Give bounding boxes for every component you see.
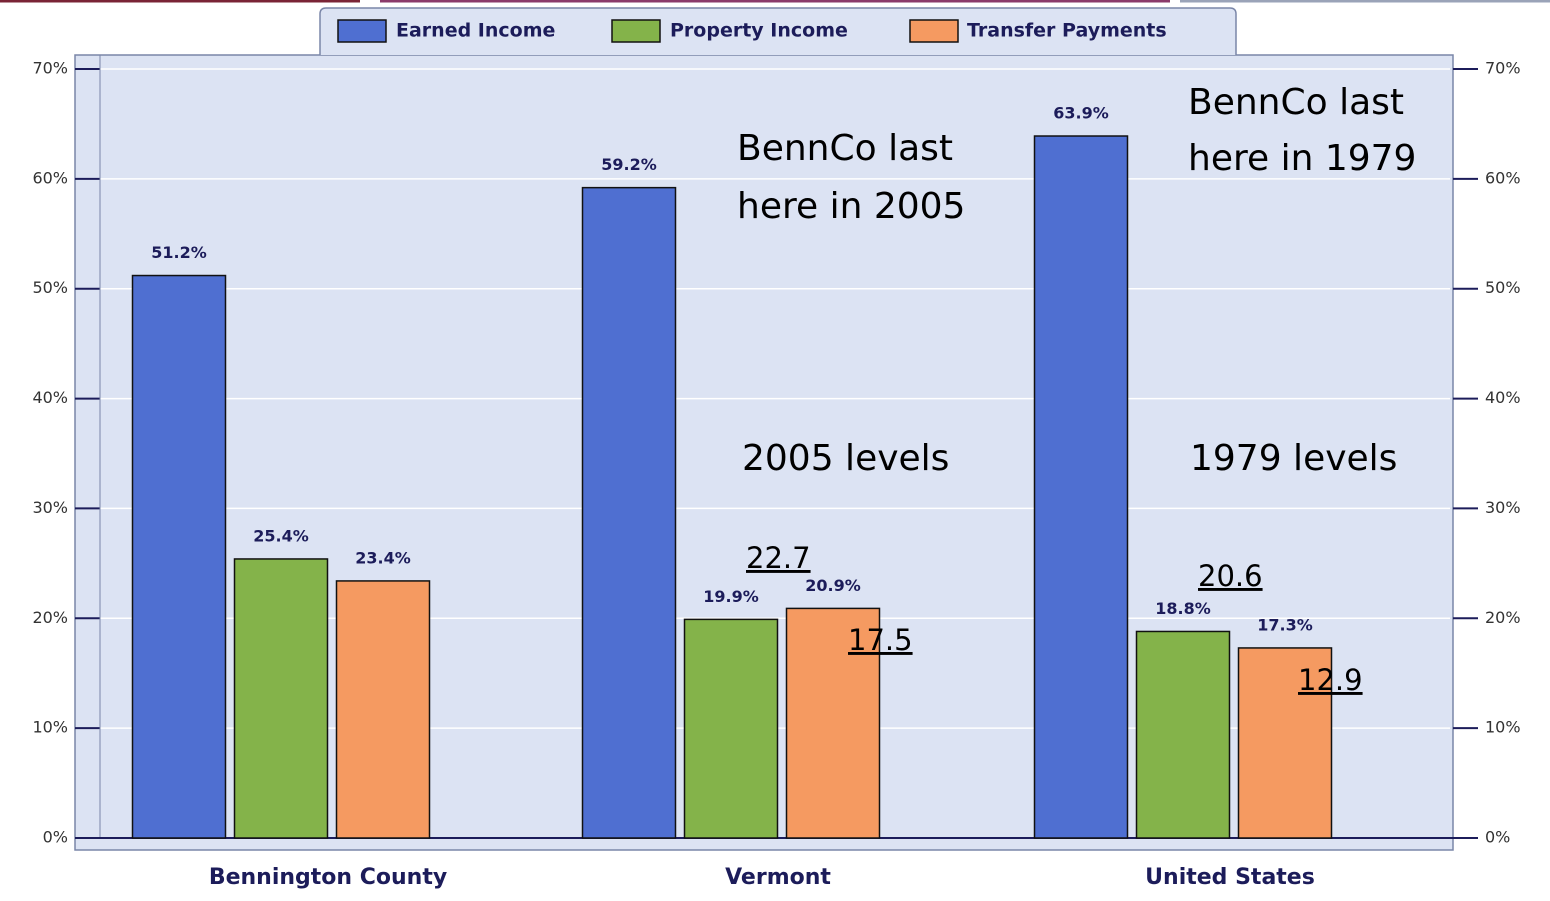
bar [1237,647,1333,839]
value-label: 20.9% [805,576,861,595]
annotation: 12.9 [1298,663,1363,697]
plot: 0% 10% 20% 30% 40% 50% 60% 70% 0% 10% 20% 30% 40% 50%… [32,19,1521,890]
bar [1135,630,1231,839]
annotation: here in 1979 [1188,138,1416,179]
y2-tick-label: 60% [1485,168,1521,187]
y2-tick-label: 40% [1485,388,1521,407]
y2-tick-label: 70% [1485,59,1521,78]
y-tick-label: 20% [32,608,68,627]
legend-label: Transfer Payments [967,20,1167,42]
value-label: 17.3% [1257,615,1313,634]
bar [1033,135,1129,839]
y2-tick-label: 10% [1485,718,1521,737]
y2-tick-label: 50% [1485,278,1521,297]
annotation: BennCo last [1188,82,1404,123]
value-label: 63.9% [1053,104,1109,123]
value-label: 19.9% [703,587,759,606]
annotation: 1979 levels [1190,438,1397,479]
value-label: 51.2% [151,243,207,262]
y-tick-label: 70% [32,59,68,78]
y2-tick-label: 30% [1485,498,1521,517]
annotation: 17.5 [848,623,913,657]
legend-swatch [909,19,959,43]
value-label: 18.8% [1155,599,1211,618]
y-tick-label: 10% [32,718,68,737]
annotation: 22.7 [746,541,811,575]
y-tick-label: 0% [43,828,68,847]
x-tick-label: Bennington County [209,865,447,890]
bar [233,558,329,839]
y-tick-label: 50% [32,278,68,297]
x-tick-label: Vermont [725,865,831,890]
bar [581,186,677,839]
bar [785,607,881,839]
legend-swatch [611,19,661,43]
bar [683,618,779,839]
y2-tick-label: 20% [1485,608,1521,627]
legend-swatch [337,19,387,43]
annotation: here in 2005 [737,186,965,227]
bar [335,580,431,839]
legend-label: Earned Income [396,20,555,42]
y-tick-label: 40% [32,388,68,407]
bar [131,274,227,839]
y-tick-label: 60% [32,168,68,187]
value-label: 59.2% [601,155,657,174]
annotation: 20.6 [1198,559,1263,593]
x-tick-label: United States [1145,865,1315,890]
annotation: 2005 levels [742,438,949,479]
y2-tick-label: 0% [1485,828,1510,847]
annotation: BennCo last [737,128,953,169]
value-label: 25.4% [253,526,309,545]
legend-label: Property Income [670,20,848,42]
legend-tab [319,7,1237,55]
value-label: 23.4% [355,548,411,567]
y-tick-label: 30% [32,498,68,517]
